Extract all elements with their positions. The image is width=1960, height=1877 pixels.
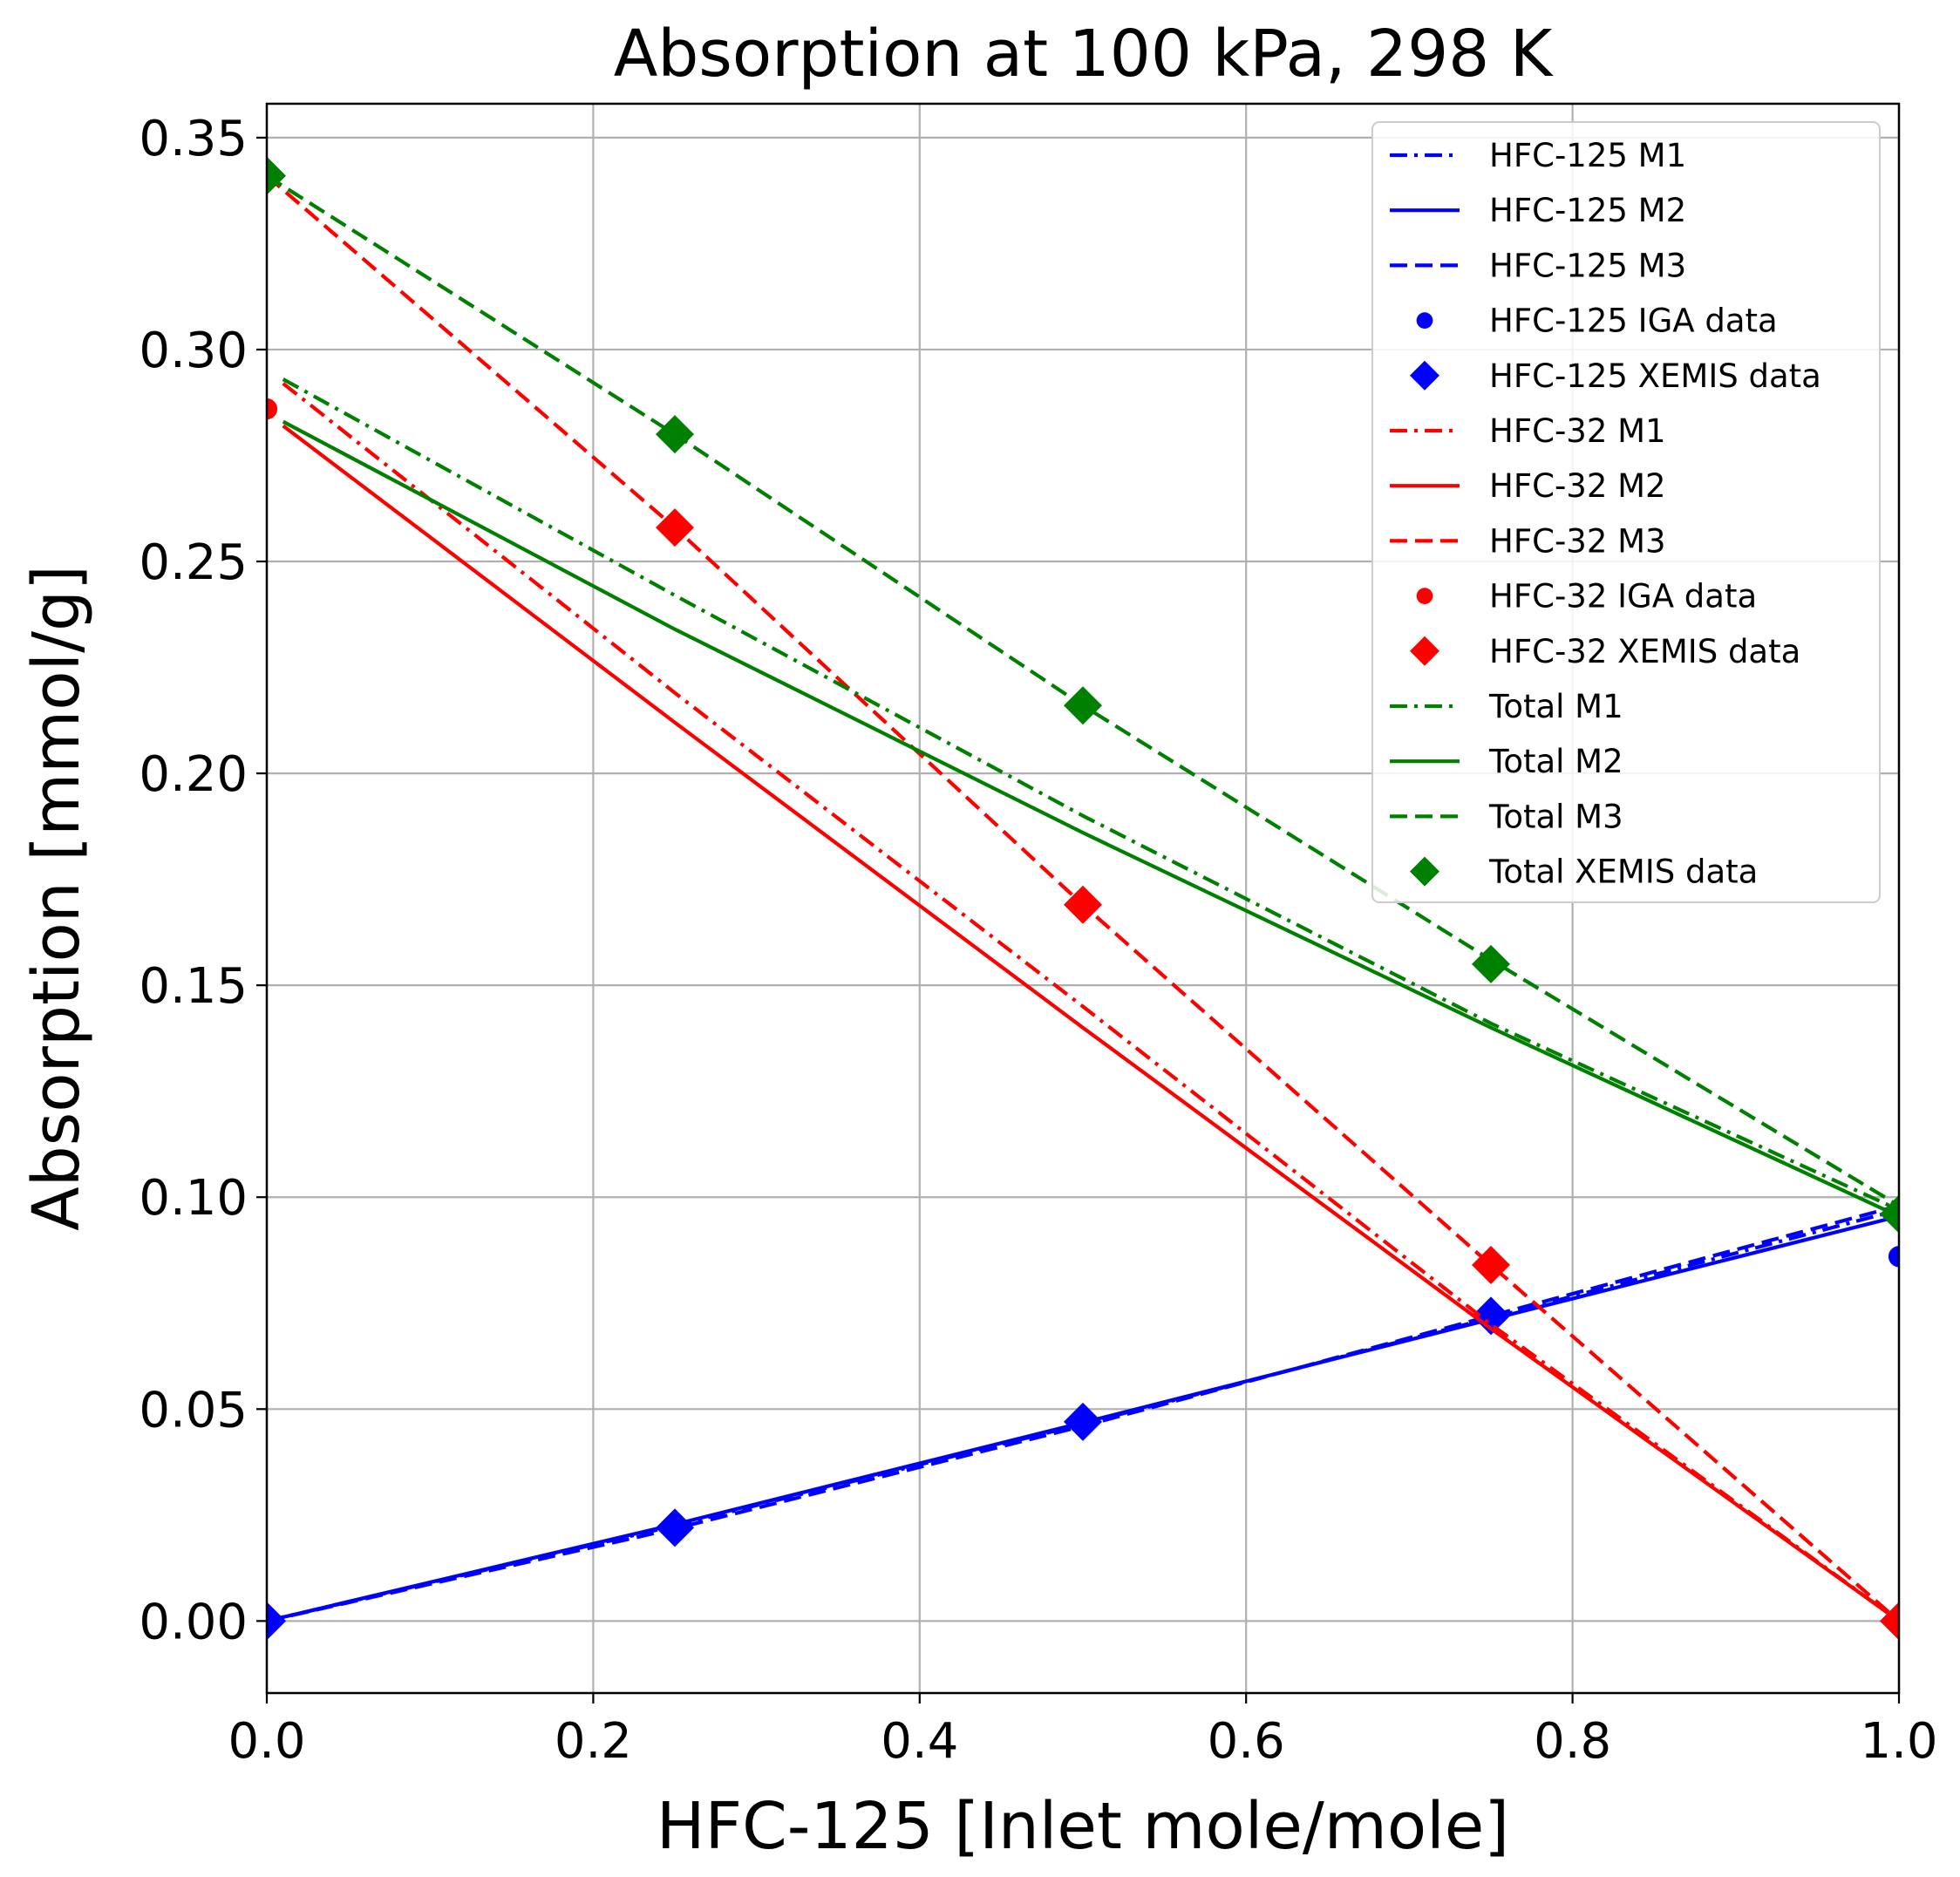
data-point-4-2 xyxy=(1064,1402,1102,1441)
legend-box xyxy=(1371,121,1881,903)
y-tick-label: 0.25 xyxy=(139,534,248,591)
x-axis-label: HFC-125 [Inlet mole/mole] xyxy=(657,1789,1509,1864)
legend-label-10: Total M1 xyxy=(1488,688,1623,725)
data-point-9-0 xyxy=(656,508,694,547)
data-point-9-1 xyxy=(1064,885,1102,924)
legend-label-8: HFC-32 IGA data xyxy=(1489,578,1757,615)
legend-label-6: HFC-32 M2 xyxy=(1489,467,1666,505)
legend-label-0: HFC-125 M1 xyxy=(1489,137,1686,174)
x-tick-label: 0.4 xyxy=(881,1713,958,1770)
axis-ticks: 0.0 0.2 0.4 0.6 0.8 1.0 0.00 0.05 0.10 0.15 0.20 0.… xyxy=(139,111,1937,1770)
x-tick-label: 0.2 xyxy=(555,1713,632,1770)
legend-marker-3 xyxy=(1416,312,1433,329)
data-point-13-4 xyxy=(1880,1194,1899,1234)
legend-marker-9 xyxy=(1410,636,1439,666)
x-tick-label: 0.6 xyxy=(1208,1713,1285,1770)
y-tick-label: 0.30 xyxy=(139,323,248,379)
data-point-8-0 xyxy=(267,398,278,420)
data-point-4-3 xyxy=(1472,1296,1510,1336)
data-point-9-3 xyxy=(1880,1602,1899,1641)
legend-label-4: HFC-125 XEMIS data xyxy=(1489,357,1821,395)
x-tick-label: 1.0 xyxy=(1860,1713,1937,1770)
data-point-4-0 xyxy=(267,1602,286,1641)
legend-label-1: HFC-125 M2 xyxy=(1489,192,1686,229)
y-axis-label: Absorption [mmol/g] xyxy=(19,565,94,1231)
legend-label-13: Total XEMIS data xyxy=(1488,853,1758,891)
series-line-10 xyxy=(282,377,1899,1212)
series-line-5 xyxy=(282,382,1899,1623)
data-point-4-1 xyxy=(656,1508,694,1547)
y-tick-label: 0.20 xyxy=(139,746,248,803)
legend-label-9: HFC-32 XEMIS data xyxy=(1489,633,1800,670)
legend-label-7: HFC-32 M3 xyxy=(1489,522,1666,560)
data-point-3-1 xyxy=(1888,1246,1899,1268)
series-line-6 xyxy=(282,424,1899,1623)
legend-marker-4 xyxy=(1410,360,1439,391)
y-tick-label: 0.15 xyxy=(139,958,248,1015)
series-layer xyxy=(267,156,1899,1641)
legend-label-2: HFC-125 M3 xyxy=(1489,247,1686,284)
y-tick-label: 0.35 xyxy=(139,111,248,167)
y-tick-label: 0.10 xyxy=(139,1170,248,1227)
data-point-13-2 xyxy=(1064,686,1102,725)
y-tick-label: 0.00 xyxy=(139,1594,248,1650)
legend-label-3: HFC-125 IGA data xyxy=(1489,303,1778,340)
legend-marker-8 xyxy=(1416,588,1433,604)
legend: HFC-125 M1 HFC-125 M2 HFC-125 M3 HFC-125 IG… xyxy=(1371,121,1881,903)
legend-label-12: Total M3 xyxy=(1488,798,1623,835)
x-tick-label: 0.8 xyxy=(1534,1713,1611,1770)
legend-marker-13 xyxy=(1410,856,1439,887)
data-point-13-1 xyxy=(656,415,694,454)
data-point-13-3 xyxy=(1472,944,1510,983)
chart-title: Absorption at 100 kPa, 298 K xyxy=(614,17,1555,92)
legend-label-11: Total M2 xyxy=(1488,743,1623,780)
legend-label-5: HFC-32 M1 xyxy=(1489,412,1666,450)
x-tick-label: 0.0 xyxy=(228,1713,305,1770)
y-tick-label: 0.05 xyxy=(139,1382,248,1438)
plot-frame xyxy=(265,102,1901,1695)
data-point-13-0 xyxy=(267,156,286,195)
data-point-9-2 xyxy=(1472,1246,1510,1285)
series-group xyxy=(267,156,1899,1641)
series-line-11 xyxy=(282,419,1899,1219)
